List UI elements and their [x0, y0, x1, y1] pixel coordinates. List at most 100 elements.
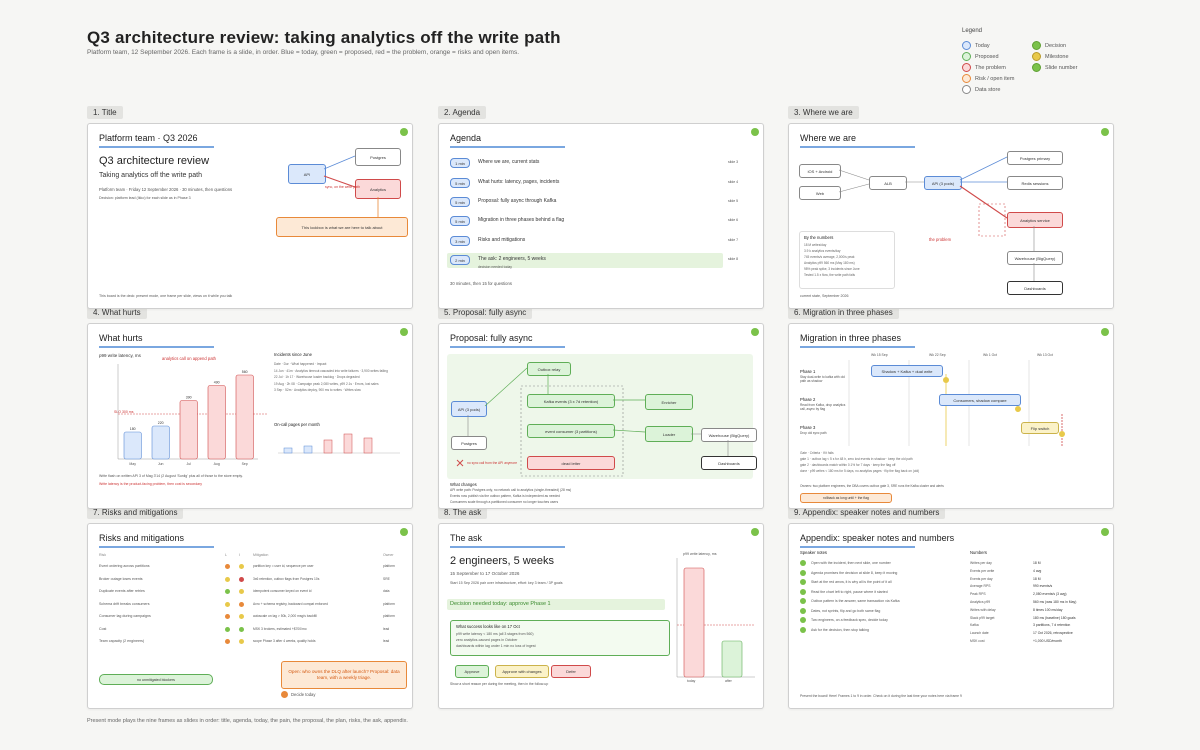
impact-dot	[239, 639, 244, 644]
postgres-primary-box: Postgres primary	[1007, 151, 1063, 165]
frame-agenda[interactable]: Agenda 1 min Where we are, current stats…	[438, 123, 764, 309]
enricher-box: Enricher	[645, 394, 693, 410]
board-footer: Present mode plays the nine frames as sl…	[87, 718, 408, 724]
ask-dates: 15 September to 17 October 2026	[450, 571, 520, 576]
consumer-box: event consumer (3 partitions)	[527, 424, 615, 438]
speaker-note: Read the chart left to right, pause wher…	[811, 589, 888, 594]
risk-owner: platform	[383, 564, 395, 568]
postgres-box: Postgres	[451, 436, 487, 450]
title-underline	[99, 146, 214, 148]
slo-label: SLO 300 ms	[114, 410, 134, 414]
lb-box: ALB	[869, 176, 907, 190]
frame-where-we-are[interactable]: Where we are iOS + Android Web ALB API (…	[788, 123, 1114, 309]
incidents-table: Date · Dur · What happened · Impact 14 Ju…	[274, 362, 388, 392]
approve-with-changes-button[interactable]: Approve with changes	[495, 665, 549, 678]
number-label: MSK cost	[970, 639, 985, 643]
frame-appendix[interactable]: Appendix: speaker notes and numbers Spea…	[788, 523, 1114, 709]
dead-letter-box: dead letter	[527, 456, 615, 470]
risk-name: Cost	[99, 626, 107, 631]
x-tick-label: Sep	[242, 462, 248, 466]
risk-mitigation: autoscale on lag > 50k, 2,000 msg/s back…	[253, 614, 317, 618]
appendix-foot: Present the board! Here! Frames 1 to 9 i…	[800, 694, 962, 698]
legend-item-decision: Decision	[1032, 41, 1066, 50]
x-tick-label: Jun	[158, 462, 164, 466]
frame-footnote: This board is the deck: present mode, on…	[99, 294, 233, 298]
where-diagram-arrows	[838, 156, 1035, 281]
frame-tag-3[interactable]: 3. Where we are	[788, 106, 859, 119]
risk-name: Broker outage loses events	[99, 576, 143, 581]
frame-tag-6[interactable]: 6. Migration in three phases	[788, 306, 899, 319]
title-underline	[800, 546, 915, 548]
bar-may	[123, 431, 142, 460]
slide-number-badge	[751, 128, 759, 136]
pages-title: On-call pages per month	[274, 422, 320, 427]
week-label: Wk 13 Oct	[1037, 353, 1053, 357]
number-label: Analytics p99	[970, 600, 991, 604]
frame-title: Risks and mitigations	[99, 533, 185, 543]
phase-2-bar[interactable]: Consumers, shadow compare	[939, 394, 1021, 406]
slide-meta-2: Decision: platform lead (Ikko) for each …	[99, 196, 191, 200]
legend-item-milestone: Milestone	[1032, 52, 1069, 61]
risk-owner: platform	[383, 601, 395, 606]
number-value: 17 Oct 2026, retrospective	[1033, 631, 1073, 636]
phase-2-desc: Read from Kafka, drop analytics call, as…	[800, 403, 846, 411]
frame-title-slide[interactable]: Platform team · Q3 2026 Q3 architecture …	[87, 123, 413, 309]
note-number-badge	[800, 626, 806, 633]
phase-3-bar[interactable]: Flip switch	[1021, 422, 1059, 434]
frame-tag-7[interactable]: 7. Risks and mitigations	[87, 506, 184, 519]
note-number-badge	[800, 617, 806, 623]
phase-1-bar[interactable]: Shadow + Kafka + dual write	[871, 365, 943, 377]
frame-tag-2[interactable]: 2. Agenda	[438, 106, 487, 119]
note-number-badge	[800, 569, 806, 576]
frame-tag-1[interactable]: 1. Title	[87, 106, 123, 119]
frame-tag-5[interactable]: 5. Proposal: fully async	[438, 306, 533, 319]
frame-migration[interactable]: Migration in three phases Wk 15 Sep Wk 2…	[788, 323, 1114, 509]
slide-number-badge	[400, 128, 408, 136]
impact-dot	[239, 589, 244, 594]
risk-name: Event ordering across partitions	[99, 564, 150, 568]
frame-tag-9[interactable]: 9. Appendix: speaker notes and numbers	[788, 506, 946, 519]
decide-icon	[281, 691, 288, 698]
change-1: API write path: Postgres only, no networ…	[450, 488, 572, 492]
no-blockers-pill: no unmitigated blockers	[99, 674, 213, 685]
title-underline	[450, 146, 565, 148]
agenda-item[interactable]: 5 min Proposal: fully async through Kafk…	[450, 197, 738, 207]
legend-item-today: Today	[962, 41, 990, 50]
dashboards-box: Dashboards	[701, 456, 757, 470]
risk-name: Consumer lag during campaigns	[99, 614, 151, 618]
proposal-diagram-arrows	[456, 367, 729, 477]
ask-latency-chart	[676, 558, 755, 678]
postgres-box: Postgres	[355, 148, 401, 166]
approve-button[interactable]: Approve	[455, 665, 489, 678]
agenda-item[interactable]: 5 min Migration in three phases behind a…	[450, 216, 738, 226]
frame-the-ask[interactable]: The ask 2 engineers, 5 weeks 15 Septembe…	[438, 523, 764, 709]
decide-label: Decide today	[291, 692, 316, 697]
legend-item-problem: The problem	[962, 63, 1006, 72]
impact-dot	[239, 564, 244, 569]
frame-proposal[interactable]: Proposal: fully async API (3 pods) Postg…	[438, 323, 764, 509]
frame-tag-8[interactable]: 8. The ask	[438, 506, 488, 519]
bar-value-label: 180	[130, 427, 136, 431]
agenda-item-ask[interactable]: 2 min The ask: 2 engineers, 5 weeks slid…	[450, 255, 738, 265]
chart-annotation: analytics call on append path	[162, 356, 217, 361]
risk-mitigation: MSK 3 brokers, estimated +$700/mo	[253, 626, 307, 631]
note-number-badge	[800, 598, 806, 604]
migration-timeline	[848, 360, 1065, 446]
risk-col-l: L	[225, 553, 227, 557]
agenda-item[interactable]: 5 min What hurts: latency, pages, incide…	[450, 178, 738, 188]
pages-chart	[278, 433, 400, 454]
frame-tag-4[interactable]: 4. What hurts	[87, 306, 147, 319]
agenda-item[interactable]: 3 min Risks and mitigations slide 7	[450, 236, 738, 246]
agenda-item[interactable]: 1 min Where we are, current stats slide …	[450, 158, 738, 168]
frame-title: Migration in three phases	[800, 333, 902, 343]
speaker-note: Agenda promises the decision at slide 8,…	[811, 570, 898, 575]
client-box-2: Web	[799, 186, 841, 200]
frame-what-hurts[interactable]: What hurts p99 write latency, ms analyti…	[87, 323, 413, 509]
risk-mitigation: partition key = user id, sequence per us…	[253, 564, 314, 568]
number-value: 560 ms (was 180 ms in May)	[1033, 600, 1077, 604]
defer-button[interactable]: Defer	[551, 665, 591, 678]
agenda-highlight	[447, 253, 723, 268]
title-diagram-arrows	[323, 155, 379, 217]
frame-risks[interactable]: Risks and mitigations Risk L I Mitigatio…	[87, 523, 413, 709]
sync-label: sync, on the write path	[325, 185, 361, 189]
